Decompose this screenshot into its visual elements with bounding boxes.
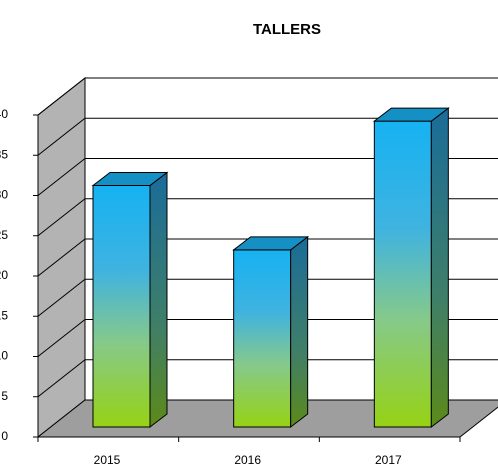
bar-face bbox=[372, 107, 450, 122]
bar-face bbox=[232, 236, 310, 251]
y-tick-label: 15 bbox=[0, 308, 8, 322]
bar bbox=[91, 171, 169, 429]
grid-line bbox=[37, 117, 86, 156]
bar-face bbox=[430, 107, 449, 429]
bar bbox=[232, 235, 310, 429]
grid-line bbox=[37, 198, 86, 237]
y-tick-label: 0 bbox=[1, 429, 8, 443]
y-tick-label: 25 bbox=[0, 228, 8, 242]
y-tick-label: 35 bbox=[0, 147, 8, 161]
bar-face bbox=[373, 120, 432, 428]
y-tick-label: 40 bbox=[0, 107, 8, 121]
bar-face bbox=[92, 185, 151, 428]
y-tick-label: 20 bbox=[0, 268, 8, 282]
bar-face bbox=[149, 171, 168, 429]
grid-line bbox=[37, 238, 86, 277]
grid-line bbox=[37, 359, 86, 398]
bar-face bbox=[290, 235, 309, 429]
grid-line bbox=[37, 77, 86, 116]
y-tick-label: 5 bbox=[1, 389, 8, 403]
y-tick-label: 30 bbox=[0, 188, 8, 202]
bar bbox=[372, 107, 450, 429]
y-tick-label: 10 bbox=[0, 349, 8, 363]
grid-line bbox=[37, 319, 86, 357]
chart-title: TALLERS bbox=[253, 21, 321, 38]
grid-line bbox=[37, 278, 86, 317]
bar-face bbox=[91, 172, 169, 186]
x-tick-label: 2016 bbox=[234, 453, 261, 466]
bar-face bbox=[233, 249, 292, 428]
x-tick-label: 2017 bbox=[375, 453, 402, 466]
x-tick-label: 2015 bbox=[94, 453, 121, 466]
grid-line bbox=[37, 158, 86, 196]
